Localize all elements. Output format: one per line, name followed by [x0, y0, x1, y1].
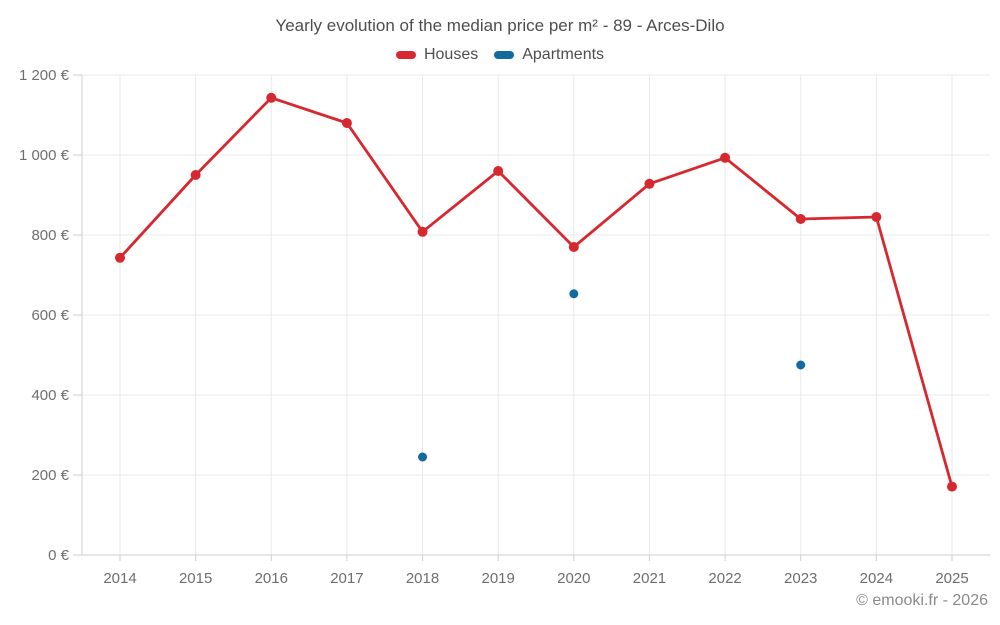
y-tick-label: 0 €: [48, 547, 70, 564]
y-tick-label: 1 000 €: [19, 147, 70, 164]
x-tick-label: 2015: [179, 570, 212, 587]
y-tick-label: 400 €: [31, 387, 69, 404]
data-point-houses-2016[interactable]: [266, 92, 277, 103]
data-point-houses-2024[interactable]: [871, 212, 882, 222]
data-point-houses-2021[interactable]: [644, 178, 655, 189]
chart-footer-credit: © emooki.fr - 2026: [856, 592, 988, 609]
x-tick-label: 2016: [255, 570, 288, 587]
legend-item-houses[interactable]: Houses: [395, 46, 479, 64]
x-tick-label: 2025: [935, 570, 968, 587]
houses-legend-swatch-icon: [395, 51, 416, 59]
x-tick-label: 2019: [481, 570, 514, 587]
data-point-apartments-2023[interactable]: [796, 360, 806, 370]
y-tick-label: 200 €: [31, 467, 69, 484]
legend-label-houses: Houses: [423, 46, 479, 63]
data-point-houses-2015[interactable]: [190, 170, 201, 180]
data-point-apartments-2018[interactable]: [418, 452, 428, 462]
data-point-houses-2023[interactable]: [795, 214, 806, 224]
legend-item-apartments[interactable]: Apartments: [494, 46, 604, 64]
x-tick-label: 2018: [406, 570, 439, 587]
x-tick-label: 2014: [103, 570, 136, 587]
y-tick-label: 600 €: [31, 307, 69, 324]
legend-label-apartments: Apartments: [522, 46, 605, 63]
x-tick-label: 2021: [633, 570, 666, 587]
data-point-houses-2018[interactable]: [417, 226, 428, 237]
x-tick-label: 2024: [860, 570, 893, 587]
x-tick-label: 2017: [330, 570, 363, 587]
data-point-apartments-2020[interactable]: [569, 289, 579, 299]
data-point-houses-2022[interactable]: [720, 152, 731, 163]
y-tick-label: 800 €: [31, 227, 69, 244]
chart-title: Yearly evolution of the median price per…: [275, 16, 725, 35]
x-tick-label: 2020: [557, 570, 590, 587]
y-tick-label: 1 200 €: [19, 67, 70, 84]
chart-legend: Houses Apartments: [0, 46, 1000, 64]
houses-series-line: [118, 96, 954, 489]
data-point-houses-2014[interactable]: [115, 252, 125, 263]
data-point-houses-2019[interactable]: [493, 166, 504, 176]
x-tick-label: 2022: [708, 570, 741, 587]
data-point-houses-2017[interactable]: [341, 118, 352, 128]
apartments-legend-swatch-icon: [494, 51, 515, 59]
data-point-houses-2025[interactable]: [947, 481, 957, 492]
x-tick-label: 2023: [784, 570, 817, 587]
data-point-houses-2020[interactable]: [568, 242, 579, 252]
